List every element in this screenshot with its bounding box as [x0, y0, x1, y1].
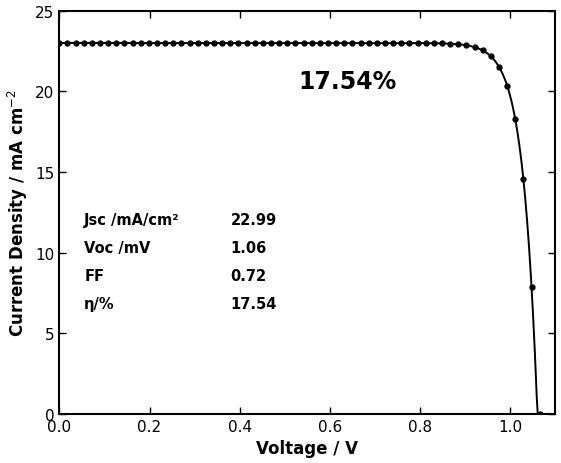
X-axis label: Voltage / V: Voltage / V — [256, 439, 358, 457]
Text: 22.99: 22.99 — [231, 212, 277, 227]
Text: Voc /mV: Voc /mV — [84, 240, 150, 255]
Text: FF: FF — [84, 269, 104, 283]
Text: 1.06: 1.06 — [231, 240, 267, 255]
Y-axis label: Current Density / mA cm$^{-2}$: Current Density / mA cm$^{-2}$ — [6, 89, 30, 336]
Text: 0.72: 0.72 — [231, 269, 267, 283]
Text: 17.54: 17.54 — [231, 297, 277, 312]
Text: η/%: η/% — [84, 297, 115, 312]
Text: 17.54%: 17.54% — [298, 70, 397, 94]
Text: Jsc /mA/cm²: Jsc /mA/cm² — [84, 212, 180, 227]
